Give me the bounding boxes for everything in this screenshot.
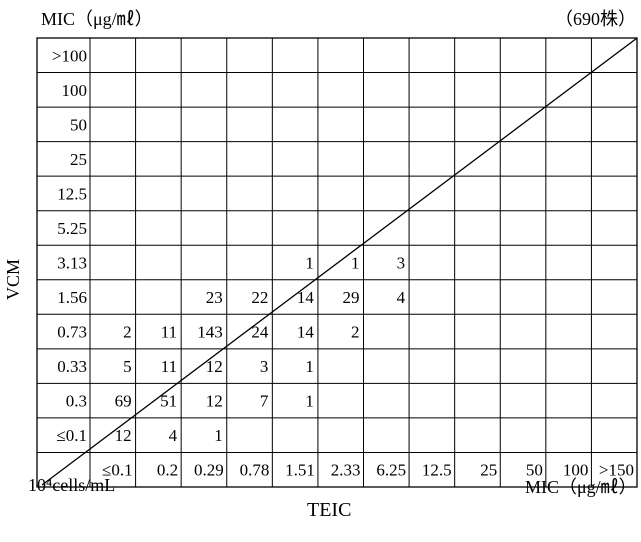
x-tick-label: 100 xyxy=(563,461,589,480)
x-tick-label: 1.51 xyxy=(285,461,315,480)
y-tick-label: 25 xyxy=(70,150,87,169)
x-tick-label: 0.78 xyxy=(240,461,270,480)
cell-count: 1 xyxy=(305,254,314,273)
cell-count: 4 xyxy=(397,288,406,307)
cell-count: 143 xyxy=(197,323,223,342)
y-tick-label: 3.13 xyxy=(57,254,87,273)
inoculum-label: 10⁴cells/mL xyxy=(28,475,116,495)
cell-count: 12 xyxy=(206,357,223,376)
cell-count: 2 xyxy=(351,323,360,342)
y-tick-label: 100 xyxy=(62,81,88,100)
x-tick-label: 50 xyxy=(526,461,543,480)
x-tick-label: 2.33 xyxy=(331,461,361,480)
y-tick-label: ≤0.1 xyxy=(56,426,87,445)
x-tick-label: 25 xyxy=(480,461,497,480)
x-tick-label: >150 xyxy=(599,461,634,480)
cell-count: 12 xyxy=(206,392,223,411)
x-tick-label: 0.2 xyxy=(157,461,178,480)
cell-count: 11 xyxy=(161,357,177,376)
cell-count: 14 xyxy=(297,288,315,307)
x-tick-label: 12.5 xyxy=(422,461,452,480)
cell-count: 7 xyxy=(260,392,269,411)
x-tick-label: 0.29 xyxy=(194,461,224,480)
y-tick-label: 50 xyxy=(70,115,87,134)
cell-count: 3 xyxy=(260,357,269,376)
table-border xyxy=(36,37,638,488)
cell-count: 24 xyxy=(251,323,269,342)
cell-count: 12 xyxy=(115,426,132,445)
cell-count: 1 xyxy=(305,357,314,376)
cell-count: 29 xyxy=(343,288,360,307)
x-unit-label: MIC（μg/㎖） xyxy=(525,477,637,497)
cell-count: 51 xyxy=(160,392,177,411)
cell-count: 3 xyxy=(397,254,406,273)
y-tick-label: 5.25 xyxy=(57,219,87,238)
y-axis-title: VCM xyxy=(3,258,23,300)
y-tick-label: 0.73 xyxy=(57,323,87,342)
cell-count: 1 xyxy=(305,392,314,411)
cell-count: 69 xyxy=(115,392,132,411)
x-axis-title: TEIC xyxy=(307,499,352,521)
cell-count: 4 xyxy=(169,426,178,445)
y-tick-label: 0.33 xyxy=(57,357,87,376)
cell-count: 23 xyxy=(206,288,223,307)
y-unit-label: MIC（μg/㎖） xyxy=(41,9,153,29)
cell-count: 5 xyxy=(123,357,132,376)
cell-count: 11 xyxy=(161,323,177,342)
cell-count: 22 xyxy=(251,288,268,307)
equivalence-diagonal xyxy=(41,37,638,486)
cell-count: 14 xyxy=(297,323,315,342)
y-tick-label: 1.56 xyxy=(57,288,87,307)
cell-count: 2 xyxy=(123,323,132,342)
isolate-count-note: （690株） xyxy=(555,9,636,29)
y-tick-label: 0.3 xyxy=(66,392,87,411)
y-tick-label: >100 xyxy=(52,46,87,65)
cell-count: 1 xyxy=(214,426,223,445)
x-tick-label: ≤0.1 xyxy=(102,461,133,480)
cell-count: 1 xyxy=(351,254,360,273)
x-tick-label: 6.25 xyxy=(376,461,406,480)
y-tick-label: 12.5 xyxy=(57,184,87,203)
